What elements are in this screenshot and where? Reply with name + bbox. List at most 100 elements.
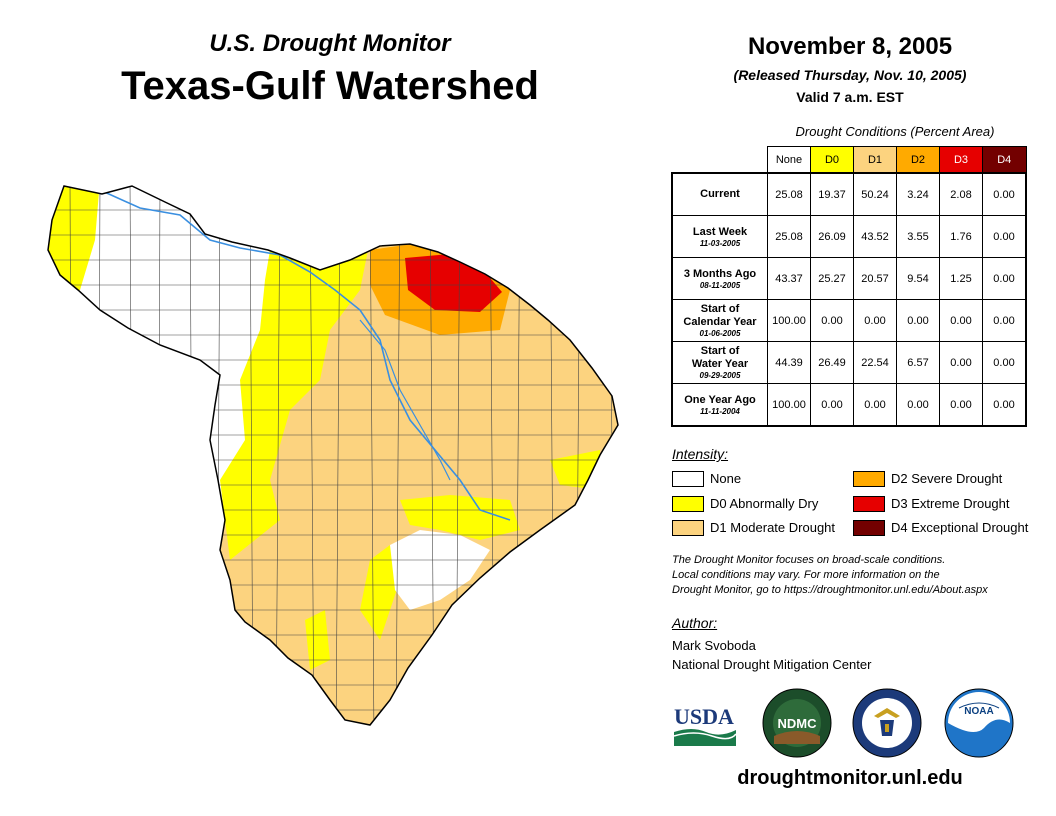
- col-d0: D0: [810, 146, 854, 174]
- table-row: 3 Months Ago 08-11-2005 43.37 25.27 20.57 9.5…: [671, 257, 1027, 300]
- cell-value: 26.09: [810, 215, 854, 258]
- row-date: 08-11-2005: [699, 280, 741, 290]
- cell-value: 0.00: [810, 299, 854, 342]
- cell-value: 43.52: [853, 215, 897, 258]
- table-row: Start of Water Year 09-29-2005 44.39 26.49 22…: [671, 341, 1027, 384]
- none-region-coast: [390, 530, 490, 610]
- author-name: Mark Svoboda: [672, 638, 756, 653]
- table-header-row: None D0 D1 D2 D3 D4: [672, 146, 1027, 174]
- row-date: 11-03-2005: [699, 238, 741, 248]
- commerce-seal-icon: [852, 688, 922, 758]
- cell-value: 1.25: [939, 257, 983, 300]
- watershed-boundary: [47, 185, 619, 726]
- legend-label-d3: D3 Extreme Drought: [891, 496, 1010, 511]
- river-brazos: [99, 189, 511, 521]
- author-organization: National Drought Mitigation Center: [672, 657, 872, 672]
- d0-region-central: [220, 240, 370, 560]
- table-row: One Year Ago 11-11-2004 100.00 0.00 0.00 0.00…: [671, 383, 1027, 427]
- table-caption: Drought Conditions (Percent Area): [795, 124, 995, 139]
- cell-value: 22.54: [853, 341, 897, 384]
- release-date: (Released Thursday, Nov. 10, 2005): [733, 67, 967, 83]
- d0-region-southwest: [305, 610, 330, 670]
- cell-value: 0.00: [939, 383, 983, 427]
- cell-value: 25.08: [767, 215, 811, 258]
- note-line-1: The Drought Monitor focuses on broad-sca…: [672, 554, 946, 566]
- row-label: Last Week 11-03-2005: [671, 215, 768, 258]
- cell-value: 0.00: [982, 383, 1027, 427]
- d0-region-south: [360, 545, 400, 640]
- drought-conditions-table: None D0 D1 D2 D3 D4 Current 25.08 19.37 50.…: [671, 146, 1027, 427]
- row-date: 11-11-2004: [700, 406, 740, 416]
- cell-value: 0.00: [939, 341, 983, 384]
- footer-url[interactable]: droughtmonitor.unl.edu: [737, 767, 963, 789]
- cell-value: 3.24: [896, 172, 940, 216]
- valid-time: Valid 7 a.m. EST: [796, 89, 904, 105]
- map-title: Texas-Gulf Watershed: [121, 64, 539, 108]
- d0-region-coastal: [400, 495, 520, 540]
- noaa-logo-text: NOAA: [964, 706, 993, 717]
- disclaimer-note: The Drought Monitor focuses on broad-sca…: [672, 553, 1052, 598]
- col-d1: D1: [853, 146, 897, 174]
- table-body: Current 25.08 19.37 50.24 3.24 2.08 0.00 Last W…: [671, 172, 1027, 427]
- row-label: Current: [671, 172, 768, 216]
- cell-value: 0.00: [853, 383, 897, 427]
- cell-value: 3.55: [896, 215, 940, 258]
- row-label: One Year Ago 11-11-2004: [671, 383, 768, 427]
- cell-value: 0.00: [939, 299, 983, 342]
- legend-title: Intensity:: [672, 446, 729, 462]
- row-label-text: Start of: [700, 345, 740, 357]
- usda-logo-text: USDA: [674, 704, 734, 729]
- cell-value: 0.00: [982, 172, 1027, 216]
- cell-value: 0.00: [982, 257, 1027, 300]
- legend-swatch-d2: [853, 471, 885, 487]
- legend-swatch-d3: [853, 496, 885, 512]
- cell-value: 0.00: [896, 383, 940, 427]
- cell-value: 0.00: [982, 299, 1027, 342]
- row-label: Start of Water Year 09-29-2005: [671, 341, 768, 384]
- cell-value: 25.27: [810, 257, 854, 300]
- cell-value: 50.24: [853, 172, 897, 216]
- cell-value: 2.08: [939, 172, 983, 216]
- usda-hills-icon: [674, 729, 736, 746]
- row-label-text: Current: [700, 188, 740, 200]
- legend-swatch-d0: [672, 496, 704, 512]
- note-line-3: Drought Monitor, go to https://droughtmo…: [672, 584, 988, 596]
- noaa-logo: NOAA: [944, 688, 1014, 758]
- cell-value: 19.37: [810, 172, 854, 216]
- col-d3: D3: [939, 146, 983, 174]
- cell-value: 26.49: [810, 341, 854, 384]
- cell-value: 43.37: [767, 257, 811, 300]
- row-date: 09-29-2005: [699, 371, 741, 380]
- legend-label-none: None: [710, 471, 742, 486]
- ndmc-logo: NDMC: [762, 688, 832, 758]
- cell-value: 0.00: [810, 383, 854, 427]
- table-corner: [672, 147, 768, 174]
- cell-value: 100.00: [767, 299, 811, 342]
- row-label: Start of Calendar Year 01-06-2005: [671, 299, 768, 342]
- cell-value: 20.57: [853, 257, 897, 300]
- col-d4: D4: [982, 146, 1027, 174]
- col-d2: D2: [896, 146, 940, 174]
- cell-value: 100.00: [767, 383, 811, 427]
- cell-value: 0.00: [982, 215, 1027, 258]
- legend-swatch-none: [672, 471, 704, 487]
- usda-logo: USDA: [673, 704, 737, 746]
- legend-label-d0: D0 Abnormally Dry: [710, 496, 819, 511]
- note-line-2: Local conditions may vary. For more info…: [672, 569, 940, 581]
- cell-value: 1.76: [939, 215, 983, 258]
- author-heading: Author:: [672, 615, 718, 631]
- col-none: None: [767, 146, 811, 174]
- cell-value: 9.54: [896, 257, 940, 300]
- map-subtitle: U.S. Drought Monitor: [209, 30, 451, 57]
- legend-label-d4: D4 Exceptional Drought: [891, 520, 1029, 535]
- legend-label-d1: D1 Moderate Drought: [710, 520, 836, 535]
- row-label: 3 Months Ago 08-11-2005: [671, 257, 768, 300]
- cell-value: 6.57: [896, 341, 940, 384]
- row-label-text: One Year Ago: [684, 393, 756, 406]
- legend-label-d2: D2 Severe Drought: [891, 471, 1003, 486]
- cell-value: 0.00: [853, 299, 897, 342]
- row-label-text-2: Calendar Year: [683, 316, 757, 328]
- row-label-text: 3 Months Ago: [683, 267, 757, 280]
- ndmc-logo-text: NDMC: [778, 716, 818, 731]
- cell-value: 25.08: [767, 172, 811, 216]
